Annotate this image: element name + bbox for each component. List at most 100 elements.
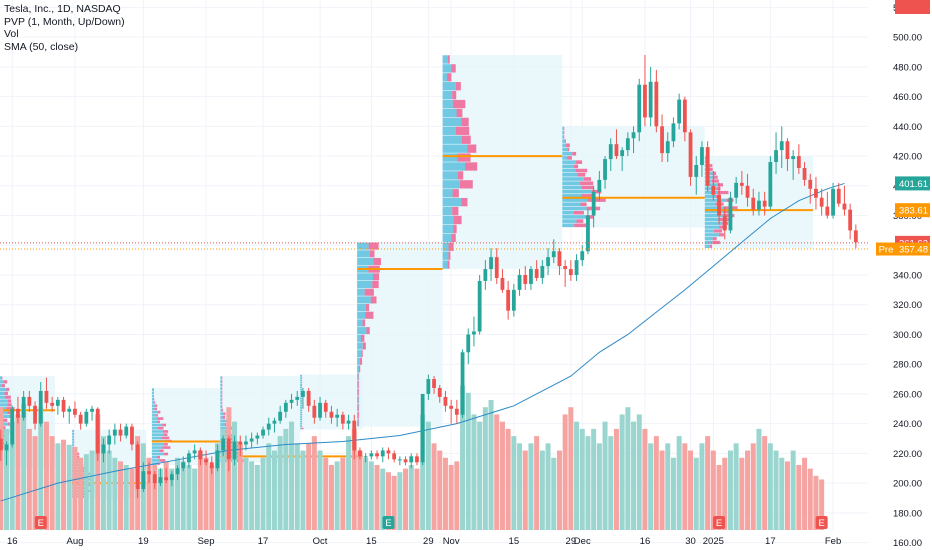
earnings-marker[interactable]: E	[713, 516, 726, 529]
candle-body	[728, 197, 733, 231]
volume-bar	[665, 443, 671, 530]
earnings-marker-badge[interactable]	[815, 516, 828, 529]
volume-bar	[380, 468, 386, 530]
candle-body	[181, 462, 186, 469]
y-tick-label: 220.00	[893, 449, 922, 460]
volume-profile-row-up	[562, 198, 588, 202]
volume-bar	[271, 450, 277, 530]
candle-body	[591, 191, 596, 216]
y-tick-label: 260.00	[893, 389, 922, 400]
candle-body	[705, 147, 710, 186]
volume-profile-row-down	[222, 408, 224, 412]
candle-body	[853, 230, 858, 243]
earnings-marker-badge[interactable]	[34, 516, 47, 529]
volume-profile-row-up	[300, 393, 302, 395]
x-tick-label: Feb	[825, 536, 841, 547]
volume-profile-row-down	[301, 377, 303, 379]
legend-indicator-pvp[interactable]: PVP (1, Month, Up/Down)	[4, 15, 125, 28]
volume-profile-row-down	[157, 417, 164, 420]
volume-profile-row-up	[300, 388, 302, 391]
volume-profile-row-down	[459, 180, 473, 189]
volume-profile-row-down	[154, 407, 157, 411]
volume-profile-row-down	[587, 198, 606, 202]
volume-profile-row-down	[563, 135, 565, 139]
candle-body	[506, 289, 511, 311]
volume-bar	[727, 450, 733, 530]
candle-body	[278, 411, 283, 421]
volume-bar	[636, 414, 642, 530]
candle-body	[546, 257, 550, 267]
volume-profile-row-up	[442, 242, 449, 251]
volume-profile-row-down	[575, 168, 588, 173]
volume-profile-row-up	[220, 383, 222, 387]
candle-body	[27, 396, 32, 406]
candle-body	[648, 81, 653, 118]
volume-profile-row-down	[301, 384, 303, 386]
volume-profile-row-up	[704, 187, 717, 191]
volume-bar	[283, 428, 289, 530]
volume-bar	[209, 465, 215, 530]
price-badge-prefix-text: Pre	[879, 245, 894, 256]
volume-profile-row-up	[72, 429, 74, 433]
volume-profile-row-down	[573, 210, 584, 215]
candle-body	[346, 420, 351, 424]
earnings-marker[interactable]: E	[382, 516, 395, 529]
volume-profile-row-down	[163, 443, 168, 446]
volume-bar	[642, 428, 648, 530]
volume-bar	[539, 450, 545, 530]
volume-profile-row-down	[461, 198, 468, 207]
volume-profile-row-down	[224, 423, 227, 427]
legend-indicator-vol[interactable]: Vol	[4, 28, 19, 40]
volume-bar	[289, 421, 295, 530]
volume-profile-row-down	[301, 413, 303, 416]
volume-bar	[306, 443, 312, 530]
candle-body	[147, 471, 151, 475]
legend-indicator-sma[interactable]: SMA (50, close)	[4, 40, 79, 53]
candle-body	[335, 414, 340, 418]
candle-body	[768, 162, 773, 207]
volume-profile-row-up	[220, 433, 232, 437]
volume-profile-row-up	[704, 244, 711, 248]
candle-body	[722, 215, 727, 231]
candle-body	[494, 257, 499, 278]
volume-bar	[699, 443, 705, 530]
volume-bar	[21, 403, 27, 530]
volume-profile-row-down	[455, 82, 461, 91]
volume-profile-row-down	[446, 73, 452, 82]
volume-profile-row-up	[442, 144, 468, 153]
volume-profile-row-down	[451, 233, 456, 242]
volume-bar	[437, 450, 443, 530]
candle-body	[831, 188, 835, 216]
candle-body	[215, 450, 220, 469]
volume-profile-row-up	[357, 288, 365, 296]
volume-profile-row-down	[224, 412, 226, 416]
candle-body	[226, 438, 231, 460]
volume-bar	[334, 461, 340, 530]
candle-body	[489, 257, 493, 270]
volume-profile-row-up	[220, 441, 232, 445]
earnings-marker-badge[interactable]	[382, 516, 395, 529]
volume-profile-row-down	[301, 381, 303, 384]
volume-profile-row-up	[151, 452, 165, 456]
volume-profile-row-up	[562, 223, 575, 228]
volume-profile-row-up	[357, 419, 359, 427]
x-tick-label: 16	[7, 536, 18, 547]
volume-bar	[482, 407, 488, 530]
volume-badge	[895, 0, 930, 14]
candle-body	[540, 266, 545, 278]
candle-body	[352, 420, 357, 451]
volume-bar	[522, 450, 528, 530]
legend-symbol[interactable]: Tesla, Inc., 1D, NASDAQ	[4, 3, 121, 15]
volume-profile-row-up	[442, 55, 448, 64]
volume-profile-row-down	[452, 99, 466, 109]
y-tick-label: 280.00	[893, 360, 922, 371]
volume-profile-row-down	[718, 233, 724, 237]
earnings-marker[interactable]: E	[34, 516, 47, 529]
earnings-marker[interactable]: E	[815, 516, 828, 529]
candle-body	[774, 150, 778, 163]
volume-profile-row-up	[72, 435, 74, 438]
candle-body	[551, 251, 556, 258]
earnings-marker-badge[interactable]	[713, 516, 726, 529]
